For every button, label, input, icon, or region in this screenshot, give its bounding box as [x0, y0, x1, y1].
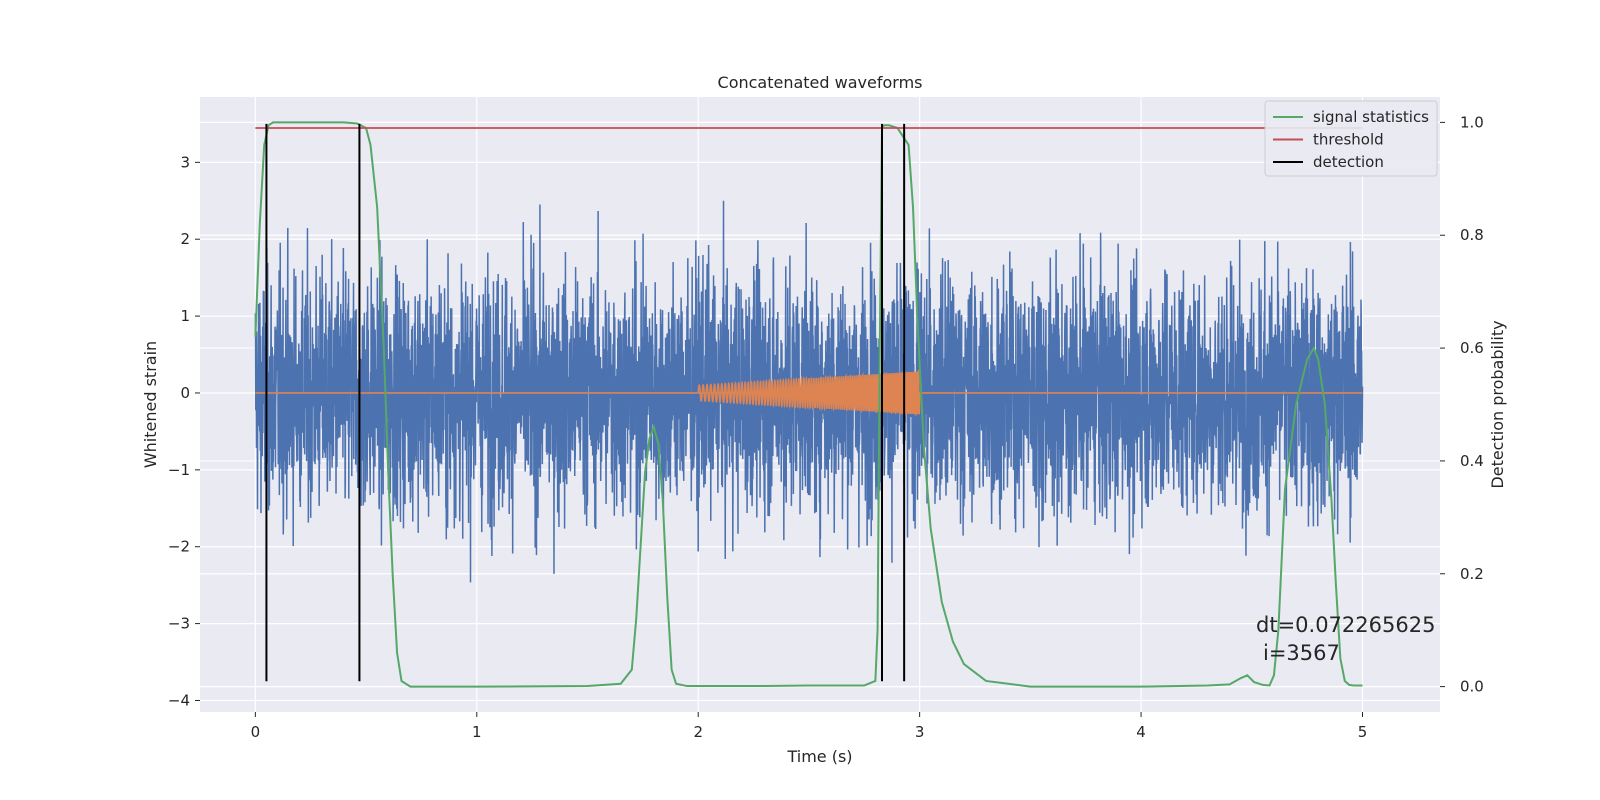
legend-box [1264, 100, 1438, 177]
y-tick-label: 3 [180, 153, 190, 171]
legend-signal-statistics-label: signal statistics [1313, 108, 1429, 126]
y2-tick-label: 1.0 [1460, 113, 1484, 131]
x-tick-label: 3 [915, 723, 925, 741]
y-tick-label: −2 [168, 538, 190, 556]
annotation-i: i=3567 [1263, 641, 1340, 665]
x-tick-label: 0 [251, 723, 261, 741]
legend: signal statistics threshold detection [1264, 100, 1438, 177]
y2-tick-label: 0.6 [1460, 339, 1484, 357]
y2-tick-label: 0.0 [1460, 678, 1484, 696]
signal-statistics-line [254, 121, 1363, 688]
x-tick-label: 2 [693, 723, 703, 741]
y-tick-label: −4 [168, 691, 190, 709]
strain-line [254, 200, 1364, 583]
y-axis-label: Whitened strain [141, 341, 160, 468]
detection-series [265, 123, 906, 682]
legend-detection-label: detection [1313, 153, 1384, 171]
signal-statistics-series [254, 121, 1363, 688]
y2-tick-label: 0.8 [1460, 226, 1484, 244]
annotation-dt: dt=0.072265625 [1256, 613, 1435, 637]
y2-tick-label: 0.4 [1460, 452, 1484, 470]
x-tick-label: 5 [1358, 723, 1368, 741]
y-tick-label: 0 [180, 384, 190, 402]
chart-title: Concatenated waveforms [718, 73, 923, 92]
y-tick-label: −3 [168, 615, 190, 633]
legend-threshold-label: threshold [1313, 131, 1384, 149]
strain-series [254, 200, 1364, 583]
x-axis-label: Time (s) [786, 747, 852, 766]
x-tick-label: 1 [472, 723, 482, 741]
y2-axis-label: Detection probability [1488, 320, 1507, 488]
y2-tick-label: 0.2 [1460, 565, 1484, 583]
x-tick-label: 4 [1136, 723, 1146, 741]
y-tick-label: 2 [180, 230, 190, 248]
axis-ticks: 0 1 2 3 4 5 −4 −3 −2 −1 0 1 2 3 0.0 0.2 0.4 0.6 0.8 1.0 [168, 113, 1484, 741]
y-tick-label: 1 [180, 307, 190, 325]
y-tick-label: −1 [168, 461, 190, 479]
